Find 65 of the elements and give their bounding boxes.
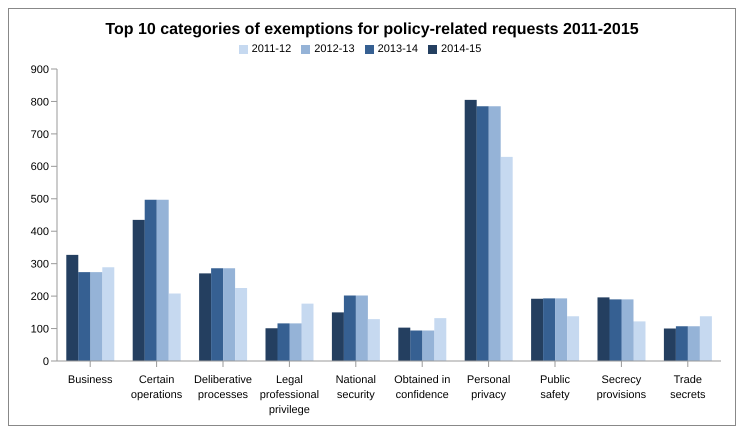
x-tick-label: Secrecy provisions — [596, 374, 647, 401]
bar — [434, 318, 446, 361]
y-tick-label: 200 — [30, 291, 49, 304]
bar — [422, 330, 434, 361]
bar — [609, 299, 622, 361]
y-tick-label: 100 — [30, 323, 49, 336]
legend-label: 2011-12 — [252, 43, 292, 55]
bar — [410, 330, 422, 361]
x-tick-label: Business — [68, 374, 114, 386]
bar — [700, 316, 712, 361]
bar — [289, 323, 302, 361]
x-tick-label: National security — [336, 374, 376, 401]
legend-label: 2013-14 — [378, 43, 418, 55]
y-tick-label: 300 — [30, 258, 49, 271]
bar — [476, 106, 489, 361]
bar — [676, 326, 688, 361]
legend-label: 2012-13 — [314, 43, 355, 55]
bar — [235, 288, 248, 361]
bar — [488, 106, 501, 361]
x-tick-label: Legal professional privilege — [260, 374, 320, 416]
bar — [356, 295, 368, 361]
y-tick-label: 800 — [30, 96, 49, 108]
bar — [633, 321, 646, 361]
bar — [102, 267, 114, 361]
y-tick-label: 700 — [30, 128, 49, 141]
x-tick-label: Obtained in confidence — [394, 374, 450, 401]
bar — [688, 326, 700, 361]
bar — [144, 200, 157, 361]
bar — [156, 200, 169, 361]
bar — [301, 304, 314, 361]
bar — [90, 272, 102, 361]
legend-label: 2014-15 — [440, 43, 482, 55]
bar — [567, 316, 580, 361]
y-tick-label: 0 — [42, 356, 49, 368]
bar — [621, 299, 634, 361]
x-tick-label: Certain operations — [130, 374, 183, 401]
bar — [464, 100, 477, 361]
bar — [398, 328, 410, 361]
bar — [531, 298, 544, 361]
bar — [223, 268, 236, 361]
bar — [265, 328, 278, 361]
bar — [664, 328, 676, 361]
bar — [555, 298, 568, 361]
bar — [543, 298, 556, 361]
bar — [78, 272, 90, 361]
bar — [368, 319, 380, 361]
y-tick-label: 400 — [30, 226, 49, 238]
bar — [500, 156, 513, 361]
bar — [199, 273, 212, 361]
bar — [132, 220, 145, 361]
x-tick-label: Personal privacy — [466, 374, 510, 401]
x-tick-label: Deliberative processes — [194, 374, 252, 401]
chart-title: Top 10 categories of exemptions for policy-related requests 2011-2015 — [104, 20, 640, 39]
y-tick-label: 600 — [30, 161, 49, 174]
y-tick-label: 500 — [30, 194, 49, 206]
y-tick-label: 900 — [30, 64, 49, 76]
bar — [332, 312, 344, 361]
bar — [66, 254, 78, 361]
bar — [277, 323, 290, 361]
x-tick-label: Trade secrets — [670, 374, 706, 401]
bar — [597, 297, 610, 361]
bar — [211, 268, 224, 361]
bar — [168, 294, 181, 361]
bar — [344, 295, 356, 361]
x-tick-label: Public safety — [540, 374, 570, 401]
